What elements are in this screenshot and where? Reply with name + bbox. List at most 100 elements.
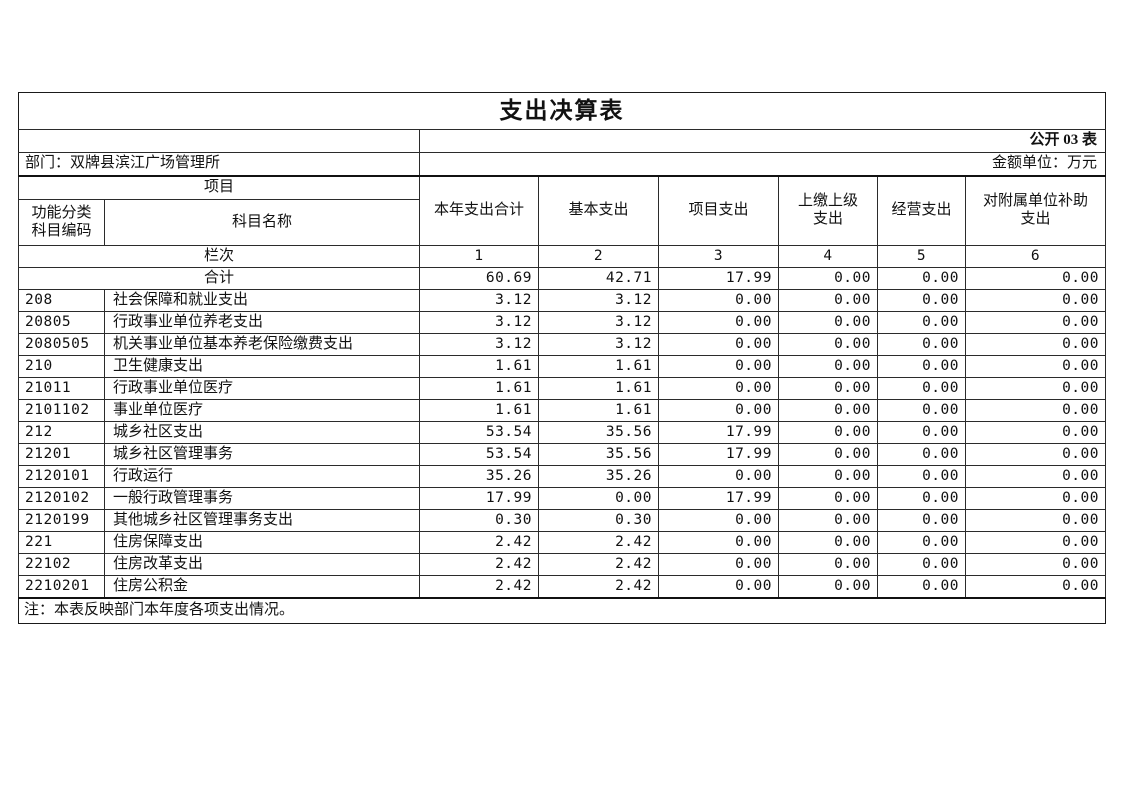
row-value: 0.00 bbox=[658, 377, 779, 400]
row-value: 0.00 bbox=[965, 553, 1106, 576]
department-row: 部门：双牌县滨江广场管理所 金额单位：万元 bbox=[18, 152, 1106, 177]
note-row: 注：本表反映部门本年度各项支出情况。 bbox=[19, 598, 1106, 624]
table-row: 208 社会保障和就业支出 3.12 3.12 0.00 0.00 0.00 0… bbox=[18, 289, 1106, 312]
row-value: 2.42 bbox=[538, 531, 659, 554]
grand-total-value-5: 0.00 bbox=[877, 267, 966, 290]
row-value: 2.42 bbox=[419, 531, 539, 554]
row-value: 35.56 bbox=[538, 443, 659, 466]
subject-column-header: 科目名称 bbox=[104, 199, 420, 246]
row-value: 2.42 bbox=[538, 575, 659, 599]
table-head-section: 支出决算表 公开 03 表 部门：双牌县滨江广场管理所 金额单位：万元 项目 本… bbox=[18, 92, 1106, 290]
row-value: 0.00 bbox=[965, 509, 1106, 532]
column-header-subsidy-expenditure: 对附属单位补助支出 bbox=[965, 175, 1106, 246]
row-value: 0.00 bbox=[658, 333, 779, 356]
row-value: 0.00 bbox=[778, 487, 878, 510]
row-value: 0.00 bbox=[658, 531, 779, 554]
row-value: 3.12 bbox=[538, 289, 659, 312]
note-text: 注：本表反映部门本年度各项支出情况。 bbox=[24, 602, 295, 619]
project-header-row: 项目 本年支出合计 基本支出 项目支出 上缴上级支出 经营支出 对附属单位补助支… bbox=[18, 175, 1106, 246]
row-value: 0.00 bbox=[778, 311, 878, 334]
row-value: 0.00 bbox=[658, 355, 779, 378]
lane-number-row: 栏次 1 2 3 4 5 6 bbox=[18, 245, 1106, 268]
row-code: 2080505 bbox=[18, 333, 105, 356]
project-header: 项目 bbox=[18, 175, 420, 200]
table-row: 210 卫生健康支出 1.61 1.61 0.00 0.00 0.00 0.00 bbox=[18, 355, 1106, 378]
row-code: 21201 bbox=[18, 443, 105, 466]
row-value: 0.00 bbox=[778, 465, 878, 488]
column-header-basic-expenditure: 基本支出 bbox=[538, 175, 659, 246]
row-subject: 其他城乡社区管理事务支出 bbox=[104, 509, 420, 532]
lane-number-5: 5 bbox=[877, 245, 966, 268]
grand-total-value-3: 17.99 bbox=[658, 267, 779, 290]
column-header-operating-expenditure: 经营支出 bbox=[877, 175, 966, 246]
row-value: 0.00 bbox=[877, 355, 966, 378]
row-value: 0.00 bbox=[965, 311, 1106, 334]
row-value: 0.00 bbox=[778, 355, 878, 378]
table-row: 2101102 事业单位医疗 1.61 1.61 0.00 0.00 0.00 … bbox=[18, 399, 1106, 422]
row-value: 0.00 bbox=[965, 289, 1106, 312]
table-row: 21201 城乡社区管理事务 53.54 35.56 17.99 0.00 0.… bbox=[18, 443, 1106, 466]
table-body: 208 社会保障和就业支出 3.12 3.12 0.00 0.00 0.00 0… bbox=[18, 289, 1106, 599]
lane-number-6: 6 bbox=[965, 245, 1106, 268]
row-code: 20805 bbox=[18, 311, 105, 334]
row-value: 17.99 bbox=[419, 487, 539, 510]
grand-total-value-2: 42.71 bbox=[538, 267, 659, 290]
lane-number-4: 4 bbox=[778, 245, 878, 268]
table-row: 21011 行政事业单位医疗 1.61 1.61 0.00 0.00 0.00 … bbox=[18, 377, 1106, 400]
row-value: 17.99 bbox=[658, 443, 779, 466]
spacer-cell bbox=[18, 129, 420, 153]
row-value: 0.00 bbox=[877, 509, 966, 532]
row-value: 0.00 bbox=[877, 333, 966, 356]
lane-header: 栏次 bbox=[18, 245, 420, 268]
page-title: 支出决算表 bbox=[18, 92, 1106, 130]
row-subject: 住房保障支出 bbox=[104, 531, 420, 554]
row-value: 1.61 bbox=[419, 377, 539, 400]
row-code: 2101102 bbox=[18, 399, 105, 422]
row-value: 0.00 bbox=[658, 311, 779, 334]
table-foot-section: 注：本表反映部门本年度各项支出情况。 bbox=[19, 598, 1106, 624]
row-value: 0.00 bbox=[658, 465, 779, 488]
row-value: 0.30 bbox=[538, 509, 659, 532]
table-row: 2120199 其他城乡社区管理事务支出 0.30 0.30 0.00 0.00… bbox=[18, 509, 1106, 532]
lane-number-2: 2 bbox=[538, 245, 659, 268]
row-value: 0.00 bbox=[658, 399, 779, 422]
table-row: 2080505 机关事业单位基本养老保险缴费支出 3.12 3.12 0.00 … bbox=[18, 333, 1106, 356]
row-value: 0.00 bbox=[965, 575, 1106, 599]
row-value: 0.00 bbox=[877, 311, 966, 334]
row-value: 17.99 bbox=[658, 487, 779, 510]
row-value: 3.12 bbox=[419, 311, 539, 334]
row-value: 0.00 bbox=[778, 399, 878, 422]
row-value: 0.00 bbox=[877, 443, 966, 466]
row-value: 1.61 bbox=[538, 377, 659, 400]
row-value: 3.12 bbox=[538, 333, 659, 356]
row-value: 0.30 bbox=[419, 509, 539, 532]
row-value: 0.00 bbox=[778, 421, 878, 444]
row-value: 0.00 bbox=[538, 487, 659, 510]
row-code: 208 bbox=[18, 289, 105, 312]
row-value: 17.99 bbox=[658, 421, 779, 444]
title-row: 支出决算表 bbox=[18, 92, 1106, 130]
row-value: 0.00 bbox=[778, 575, 878, 599]
row-value: 35.26 bbox=[419, 465, 539, 488]
row-value: 3.12 bbox=[419, 289, 539, 312]
row-value: 1.61 bbox=[538, 399, 659, 422]
table-row: 22102 住房改革支出 2.42 2.42 0.00 0.00 0.00 0.… bbox=[18, 553, 1106, 576]
row-value: 0.00 bbox=[965, 399, 1106, 422]
row-value: 1.61 bbox=[538, 355, 659, 378]
grand-total-label: 合计 bbox=[18, 267, 420, 290]
row-value: 0.00 bbox=[965, 443, 1106, 466]
column-header-total-expenditure: 本年支出合计 bbox=[419, 175, 539, 246]
row-value: 3.12 bbox=[419, 333, 539, 356]
row-value: 0.00 bbox=[877, 531, 966, 554]
row-code: 22102 bbox=[18, 553, 105, 576]
table-row: 2120101 行政运行 35.26 35.26 0.00 0.00 0.00 … bbox=[18, 465, 1106, 488]
table-row: 20805 行政事业单位养老支出 3.12 3.12 0.00 0.00 0.0… bbox=[18, 311, 1106, 334]
row-value: 0.00 bbox=[877, 553, 966, 576]
row-subject: 行政运行 bbox=[104, 465, 420, 488]
row-subject: 社会保障和就业支出 bbox=[104, 289, 420, 312]
row-subject: 行政事业单位养老支出 bbox=[104, 311, 420, 334]
row-value: 0.00 bbox=[965, 355, 1106, 378]
row-value: 0.00 bbox=[778, 531, 878, 554]
row-code: 212 bbox=[18, 421, 105, 444]
